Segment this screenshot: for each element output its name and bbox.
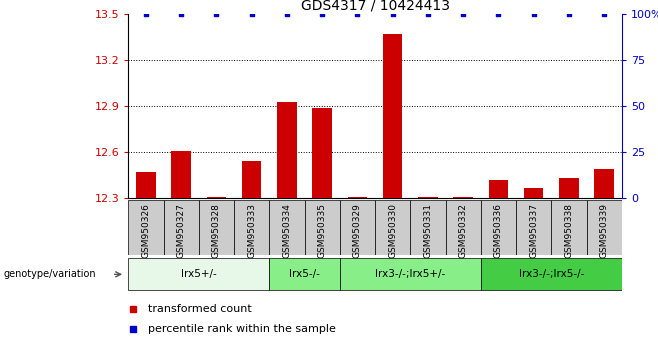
Text: GSM950335: GSM950335 [318,203,326,258]
Text: percentile rank within the sample: percentile rank within the sample [148,324,336,334]
Bar [269,258,340,290]
Bar [136,172,156,198]
Text: GSM950339: GSM950339 [599,203,609,258]
Text: GSM950332: GSM950332 [459,203,468,258]
Text: GSM950337: GSM950337 [529,203,538,258]
Bar [489,180,508,198]
Bar [453,197,473,198]
Point [458,11,468,17]
Point [352,11,363,17]
Bar [305,200,340,255]
Bar [172,151,191,198]
Text: lrx5-/-: lrx5-/- [289,269,320,279]
Bar [277,102,297,198]
Point [246,11,257,17]
Bar [551,200,586,255]
Bar [418,197,438,198]
Bar [207,197,226,198]
Point [317,11,328,17]
Bar [516,200,551,255]
Point [176,11,186,17]
Bar [164,200,199,255]
Text: lrx3-/-;lrx5-/-: lrx3-/-;lrx5-/- [519,269,584,279]
Point [422,11,433,17]
Bar [242,161,261,198]
Text: GSM950331: GSM950331 [424,203,432,258]
Bar [128,200,164,255]
Text: GSM950336: GSM950336 [494,203,503,258]
Bar [375,200,411,255]
Bar [340,200,375,255]
Bar [559,178,578,198]
Point [388,11,398,17]
Point [141,11,151,17]
Text: lrx5+/-: lrx5+/- [181,269,216,279]
Point [564,11,574,17]
Bar [586,200,622,255]
Bar [313,108,332,198]
Point [599,11,609,17]
Bar [234,200,269,255]
Bar [594,169,614,198]
Text: GSM950326: GSM950326 [141,203,151,258]
Text: GSM950327: GSM950327 [177,203,186,258]
Point [282,11,292,17]
Bar [199,200,234,255]
Text: GSM950330: GSM950330 [388,203,397,258]
Point [211,11,222,17]
Bar [481,200,516,255]
Point [494,11,504,17]
Text: GSM950334: GSM950334 [282,203,291,258]
Bar [128,258,269,290]
Text: genotype/variation: genotype/variation [3,269,96,279]
Text: transformed count: transformed count [148,304,252,314]
Text: lrx3-/-;lrx5+/-: lrx3-/-;lrx5+/- [375,269,445,279]
Bar [524,188,544,198]
Text: GSM950338: GSM950338 [565,203,573,258]
Text: GSM950328: GSM950328 [212,203,221,258]
Bar [340,258,481,290]
Bar [411,200,445,255]
Text: GSM950329: GSM950329 [353,203,362,258]
Text: GSM950333: GSM950333 [247,203,256,258]
Point [528,11,539,17]
Title: GDS4317 / 10424413: GDS4317 / 10424413 [301,0,449,13]
Bar [481,258,622,290]
Bar [347,197,367,198]
Bar [383,34,403,198]
Bar [445,200,481,255]
Bar [269,200,305,255]
